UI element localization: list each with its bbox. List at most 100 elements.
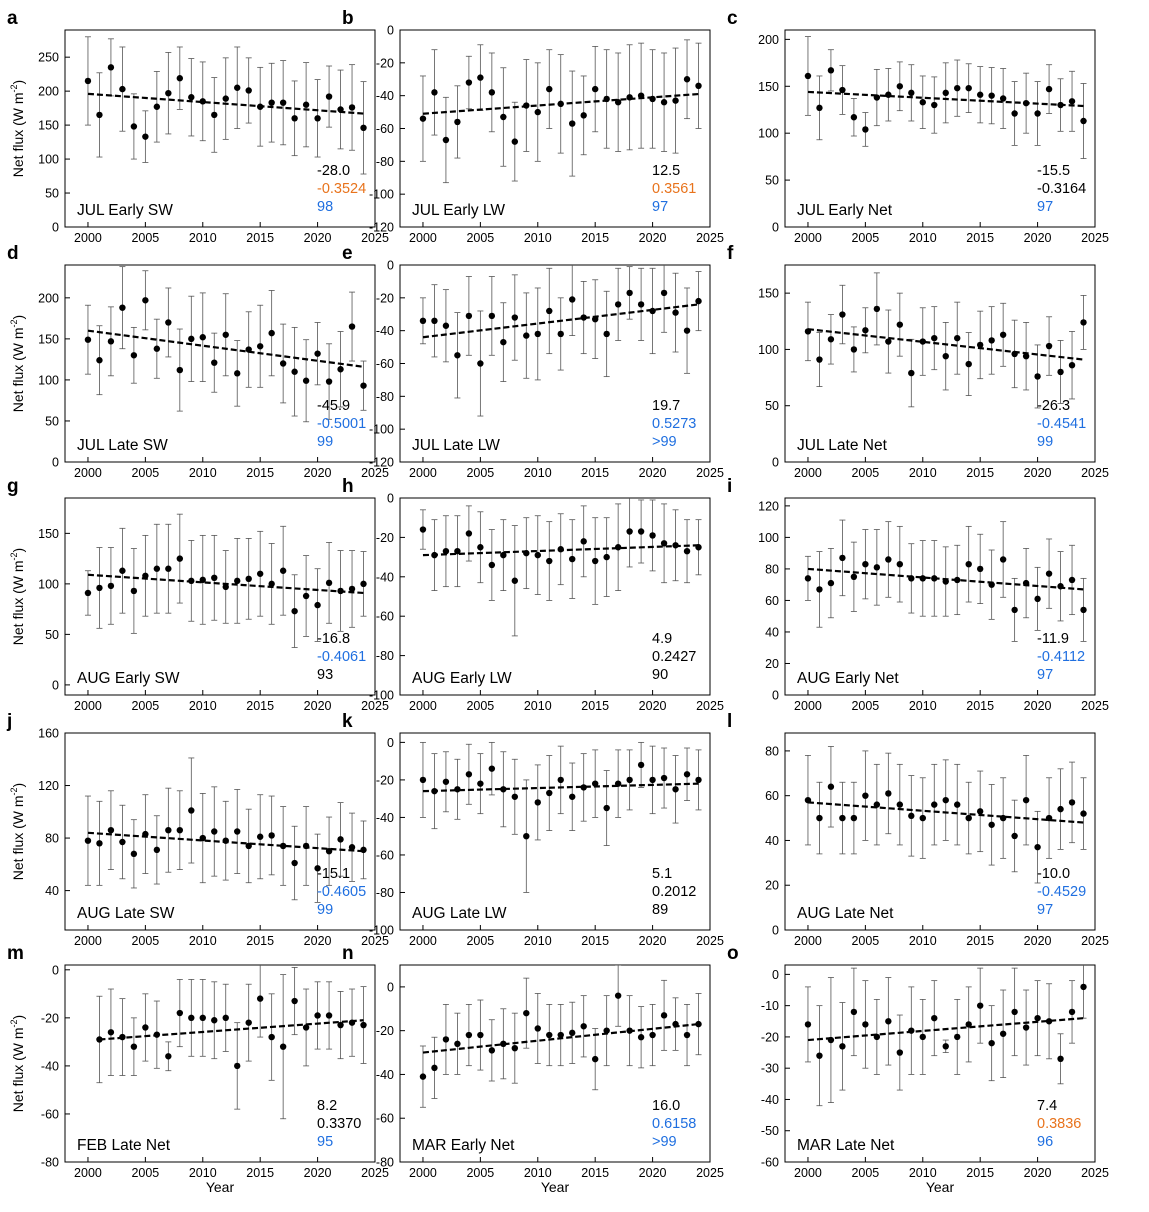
x-tick-label: 2010 bbox=[189, 466, 217, 480]
data-point bbox=[360, 382, 367, 389]
data-point bbox=[816, 104, 823, 112]
data-point bbox=[942, 796, 949, 804]
data-point bbox=[976, 565, 984, 573]
trend-line bbox=[807, 801, 1084, 824]
y-tick-label: -40 bbox=[376, 89, 394, 103]
data-marks bbox=[96, 965, 367, 1120]
data-point bbox=[839, 86, 846, 94]
data-point bbox=[511, 577, 519, 584]
data-point bbox=[896, 321, 904, 328]
y-tick-label: 20 bbox=[765, 879, 779, 893]
data-point bbox=[107, 582, 115, 590]
data-point bbox=[839, 1043, 846, 1050]
data-point bbox=[931, 101, 938, 109]
data-point bbox=[431, 317, 438, 325]
y-tick-label: -80 bbox=[376, 886, 394, 900]
data-point bbox=[153, 103, 161, 110]
y-axis-label-text: Net flux (W m bbox=[10, 327, 26, 412]
data-point bbox=[211, 111, 218, 119]
trend-stat: -15.1 bbox=[317, 866, 350, 882]
y-tick-label: -20 bbox=[376, 531, 394, 545]
data-point bbox=[348, 104, 356, 111]
data-point bbox=[314, 350, 321, 357]
data-point bbox=[465, 771, 473, 778]
data-point bbox=[1011, 1008, 1018, 1016]
x-tick-label: 2020 bbox=[304, 231, 332, 245]
y-tick-label: -60 bbox=[376, 357, 394, 371]
y-tick-label: 100 bbox=[38, 153, 59, 167]
data-point bbox=[614, 992, 622, 999]
data-point bbox=[523, 832, 530, 840]
y-tick-label: -100 bbox=[369, 689, 394, 703]
y-tick-label: -100 bbox=[369, 188, 394, 202]
data-point bbox=[1011, 606, 1018, 614]
trend-stat: 19.7 bbox=[652, 398, 680, 414]
y-tick-label: -60 bbox=[376, 610, 394, 624]
panel-d: d 0 50 100 150 200 2000 2005 2010 2015 2020 2025 Net… bbox=[7, 243, 389, 480]
data-point bbox=[1034, 373, 1041, 380]
y-tick-label: 250 bbox=[38, 51, 59, 65]
trend-stat: 4.9 bbox=[652, 631, 672, 647]
trend-stat: -0.4061 bbox=[317, 649, 366, 665]
data-point bbox=[431, 89, 438, 96]
data-point bbox=[211, 359, 218, 366]
x-tick-label: 2000 bbox=[74, 231, 102, 245]
y-tick-label: -40 bbox=[761, 1093, 779, 1107]
data-point bbox=[268, 1033, 275, 1041]
data-point bbox=[827, 783, 835, 790]
x-tick-label: 2010 bbox=[909, 231, 937, 245]
x-tick-label: 2010 bbox=[524, 934, 552, 948]
data-point bbox=[649, 1031, 656, 1039]
data-point bbox=[546, 789, 553, 797]
data-point bbox=[211, 828, 218, 835]
panel-i: i 0 20 40 60 80 100 120 2000 2005 2010 2015 2020 2025… bbox=[727, 476, 1109, 713]
x-tick-label: 2025 bbox=[696, 1166, 724, 1180]
panel-label: JUL Early Net bbox=[797, 202, 893, 219]
data-point bbox=[931, 1014, 938, 1022]
y-tick-label: -120 bbox=[369, 221, 394, 235]
data-point bbox=[919, 814, 926, 822]
y-tick-label: 0 bbox=[52, 221, 59, 235]
data-point bbox=[130, 587, 138, 595]
data-point bbox=[325, 93, 333, 100]
data-point bbox=[546, 307, 553, 315]
plot-frame bbox=[64, 964, 376, 1163]
x-tick-label: 2000 bbox=[74, 699, 102, 713]
data-point bbox=[816, 356, 823, 363]
data-point bbox=[477, 1031, 484, 1039]
data-point bbox=[1034, 1014, 1041, 1022]
y-tick-label: -100 bbox=[369, 924, 394, 938]
data-point bbox=[188, 1014, 195, 1022]
y-tick-label: 150 bbox=[38, 527, 59, 541]
data-point bbox=[999, 95, 1007, 102]
data-point bbox=[84, 77, 92, 85]
data-point bbox=[695, 1020, 702, 1028]
data-point bbox=[348, 844, 356, 851]
panel-label: AUG Late SW bbox=[77, 905, 175, 922]
y-tick-label: 120 bbox=[758, 499, 779, 513]
x-tick-label: 2020 bbox=[304, 934, 332, 948]
data-point bbox=[931, 334, 938, 342]
data-point bbox=[245, 575, 252, 583]
y-tick-label: 100 bbox=[38, 577, 59, 591]
trend-stat: 97 bbox=[1037, 667, 1053, 683]
data-point bbox=[1057, 1055, 1064, 1063]
x-tick-label: 2005 bbox=[466, 466, 494, 480]
panel-letter: h bbox=[342, 476, 354, 497]
data-point bbox=[211, 1017, 218, 1024]
plot-frame bbox=[399, 964, 711, 1163]
x-tick-label: 2025 bbox=[696, 699, 724, 713]
x-tick-label: 2010 bbox=[524, 699, 552, 713]
x-tick-label: 2000 bbox=[794, 699, 822, 713]
panel-letter: a bbox=[7, 8, 18, 29]
y-tick-label: 0 bbox=[772, 924, 779, 938]
trend-line bbox=[87, 573, 364, 595]
x-tick-label: 2015 bbox=[581, 699, 609, 713]
data-point bbox=[919, 338, 926, 345]
y-axis-label: Net flux (W m-2) bbox=[9, 548, 26, 645]
data-point bbox=[419, 115, 427, 122]
x-tick-label: 2000 bbox=[74, 934, 102, 948]
data-point bbox=[965, 360, 972, 368]
trend-stat: >99 bbox=[652, 434, 677, 450]
